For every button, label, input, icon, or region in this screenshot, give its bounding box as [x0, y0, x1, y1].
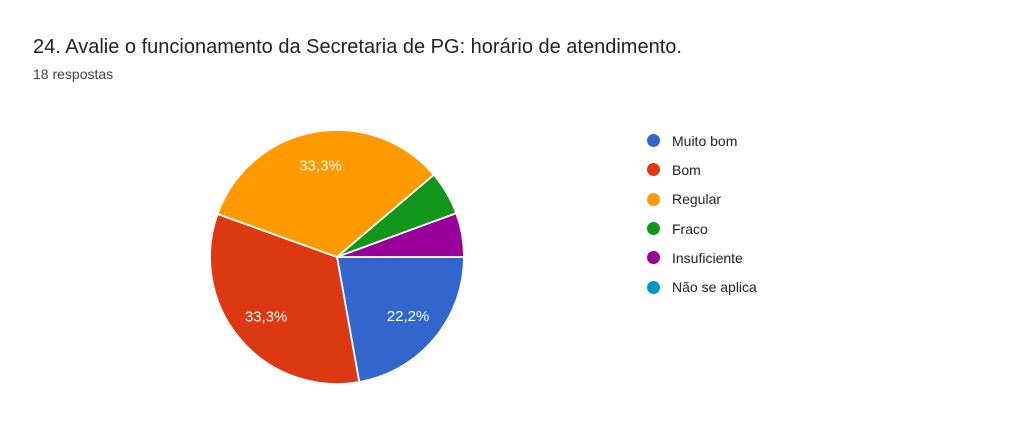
legend-item-label: Regular — [672, 191, 722, 208]
question-title: 24. Avalie o funcionamento da Secretaria… — [33, 36, 682, 58]
pie-slice-bom[interactable] — [209, 213, 361, 385]
pie-slice-regular[interactable] — [216, 129, 435, 258]
pie-chart: 22,2% 33,3% 33,3% — [209, 129, 465, 385]
legend-item-label: Insuficiente — [672, 249, 743, 266]
legend-item-label: Bom — [672, 161, 701, 178]
legend-item-fraco: Fraco — [647, 214, 757, 243]
legend-item-label: Fraco — [672, 220, 708, 237]
legend-color-dot-icon — [647, 251, 660, 265]
legend-item-nao-se-aplica: Não se aplica — [647, 272, 757, 301]
legend-item-regular: Regular — [647, 185, 757, 214]
legend-item-insuficiente: Insuficiente — [647, 243, 757, 272]
legend-item-bom: Bom — [647, 155, 757, 184]
chart-legend: Muito bom Bom Regular Fraco Insuficiente Não … — [647, 126, 757, 302]
response-count: 18 respostas — [33, 66, 114, 82]
pie-slice-insuficiente[interactable] — [336, 212, 465, 258]
legend-color-dot-icon — [647, 192, 660, 206]
pie-slice-label-muito-bom: 22,2% — [387, 308, 430, 325]
pie-slice-muito-bom[interactable] — [336, 256, 465, 383]
legend-item-muito-bom: Muito bom — [647, 126, 757, 155]
pie-slice-label-regular: 33,3% — [299, 157, 342, 174]
pie-slice-label-bom: 33,3% — [245, 308, 288, 325]
legend-item-label: Não se aplica — [672, 279, 757, 296]
legend-item-label: Muito bom — [672, 132, 738, 149]
legend-color-dot-icon — [647, 222, 660, 236]
legend-color-dot-icon — [647, 280, 660, 294]
legend-color-dot-icon — [647, 134, 660, 148]
legend-color-dot-icon — [647, 163, 660, 177]
